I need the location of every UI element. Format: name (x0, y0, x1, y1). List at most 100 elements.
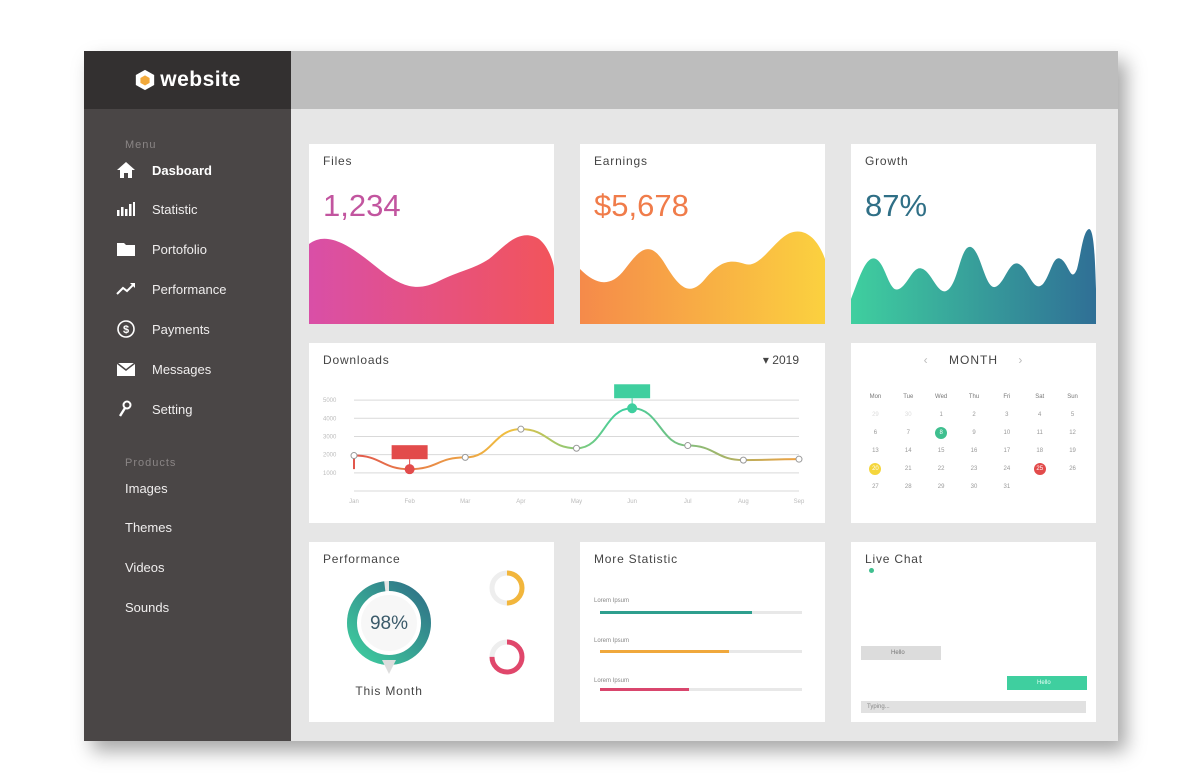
stat-progress-fill (600, 650, 730, 653)
more-statistic-card[interactable]: More Statistic Lorem Ipsum Lorem Ipsum L… (580, 542, 825, 722)
data-point (517, 425, 525, 433)
chevron-left-icon[interactable]: ‹ (923, 353, 929, 367)
weekday-label: Fri (1003, 394, 1011, 400)
home-icon (116, 161, 136, 179)
calendar-card[interactable]: ‹ MONTH › Mon Tue Wed Thu Fri Sat Sun 29 30 1 2 3 4 5… (851, 343, 1096, 523)
sidebar-item-portofolio[interactable]: Portofolio (116, 237, 207, 261)
calendar-day[interactable]: 12 (1069, 430, 1076, 436)
app-window: website Menu Dasboard Statistic Portofol… (84, 51, 1118, 741)
x-tick-label: May (571, 499, 582, 505)
live-chat-card[interactable]: Live Chat Hello Hello Typing... (851, 542, 1096, 722)
calendar-day[interactable]: 10 (1003, 430, 1011, 436)
downloads-line-chart: 1000 2000 3000 4000 5000 Jan Feb Mar Apr May Jun Ju… (323, 384, 805, 505)
year-select[interactable]: ▾ 2019 (763, 353, 799, 367)
calendar-day[interactable]: 14 (904, 448, 912, 454)
downloads-card[interactable]: Downloads ▾ 2019 1000 2000 3000 4000 5000 Jan… (309, 343, 825, 523)
calendar-day[interactable]: 21 (904, 466, 912, 472)
hexagon-logo-icon (136, 69, 155, 91)
sidebar-item-payments[interactable]: $ Payments (116, 317, 210, 341)
card-title: Downloads (323, 353, 390, 367)
calendar-day[interactable]: 19 (1069, 448, 1076, 454)
calendar-day[interactable]: 29 (937, 484, 945, 490)
online-status (865, 568, 874, 573)
x-tick-label: Jul (684, 499, 692, 505)
calendar-day[interactable]: 4 (1038, 412, 1042, 418)
performance-card[interactable]: Performance 98% This Month (309, 542, 554, 722)
logo[interactable]: website (84, 51, 291, 109)
calendar-day[interactable]: 13 (872, 448, 879, 454)
outgoing-message: Hello (1007, 676, 1087, 690)
calendar-day[interactable]: 31 (1003, 484, 1011, 490)
calendar-day[interactable]: 11 (1036, 430, 1043, 436)
bar-chart-icon (116, 200, 136, 218)
calendar-day[interactable]: 23 (970, 466, 978, 472)
sidebar-item-sounds[interactable]: Sounds (125, 600, 170, 615)
folder-icon (116, 240, 136, 258)
sidebar-item-statistic[interactable]: Statistic (116, 197, 198, 221)
sidebar-item-messages[interactable]: Messages (116, 357, 211, 381)
calendar-day[interactable]: 16 (970, 448, 978, 454)
calendar-day[interactable]: 25 (1023, 463, 1056, 475)
card-title: Performance (323, 552, 401, 566)
weekday-label: Sat (1035, 394, 1045, 400)
weekday-label: Sun (1067, 394, 1078, 400)
calendar-day[interactable]: 3 (1005, 412, 1009, 418)
data-point (739, 456, 747, 464)
products-section-label: Products (125, 457, 177, 469)
calendar-day[interactable]: 24 (1003, 466, 1011, 472)
card-title: More Statistic (594, 552, 678, 566)
files-card[interactable]: Files 1,234 (309, 144, 554, 324)
calendar-month: MONTH (949, 353, 998, 367)
incoming-message: Hello (861, 646, 941, 660)
y-tick-label: 4000 (323, 416, 337, 422)
x-tick-label: Apr (516, 499, 525, 505)
highlight-point (627, 403, 638, 414)
calendar-day[interactable]: 15 (937, 448, 945, 454)
calendar-day[interactable]: 20 (859, 463, 892, 475)
sidebar-item-videos[interactable]: Videos (125, 560, 165, 575)
data-point (350, 452, 358, 460)
y-tick-label: 5000 (323, 398, 337, 404)
small-donut-chart-2 (489, 639, 525, 675)
chevron-right-icon[interactable]: › (1018, 353, 1024, 367)
y-tick-label: 1000 (323, 471, 337, 477)
calendar-day[interactable]: 5 (1070, 412, 1075, 418)
performance-donut-chart: 98% (347, 581, 431, 674)
calendar-day[interactable]: 1 (939, 412, 943, 418)
calendar-day[interactable]: 8 (925, 427, 958, 439)
menu-section-label: Menu (125, 139, 157, 151)
downloads-series-line (353, 407, 800, 471)
sidebar-item-performance[interactable]: Performance (116, 277, 226, 301)
calendar-day-outside: 30 (904, 412, 912, 418)
calendar-day[interactable]: 17 (1003, 448, 1011, 454)
dollar-icon: $ (116, 320, 136, 338)
calendar-day[interactable]: 28 (904, 484, 912, 490)
x-tick-label: Aug (738, 499, 749, 505)
calendar-day[interactable]: 6 (873, 430, 878, 436)
sidebar-item-setting[interactable]: Setting (116, 397, 192, 421)
sidebar-item-label: Setting (152, 401, 193, 417)
earnings-wave-chart (580, 231, 825, 324)
year-value: 2019 (772, 353, 799, 367)
calendar-day[interactable]: 30 (970, 484, 978, 490)
calendar-grid: Mon Tue Wed Thu Fri Sat Sun 29 30 1 2 3 4 5 6 7 8 9 10 11 12… (859, 391, 1089, 493)
calendar-day[interactable]: 27 (872, 484, 879, 490)
earnings-card[interactable]: Earnings $5,678 (580, 144, 825, 324)
calendar-header: ‹ MONTH › (851, 353, 1096, 367)
data-point (795, 455, 803, 463)
data-point (684, 442, 692, 450)
calendar-day[interactable]: 9 (972, 430, 976, 436)
highlight-tooltip (391, 445, 428, 460)
sidebar-item-images[interactable]: Images (125, 481, 168, 496)
calendar-day[interactable]: 18 (1036, 448, 1044, 454)
card-title: Live Chat (865, 552, 923, 566)
sidebar-item-dashboard[interactable]: Dasboard (116, 158, 212, 182)
calendar-day[interactable]: 26 (1069, 466, 1076, 472)
chat-input[interactable]: Typing... (861, 701, 1086, 713)
sidebar-item-themes[interactable]: Themes (125, 520, 172, 535)
calendar-day[interactable]: 22 (937, 466, 945, 472)
x-tick-label: Jun (627, 499, 637, 505)
growth-card[interactable]: Growth 87% (851, 144, 1096, 324)
calendar-day[interactable]: 2 (972, 412, 976, 418)
calendar-day[interactable]: 7 (906, 430, 910, 436)
